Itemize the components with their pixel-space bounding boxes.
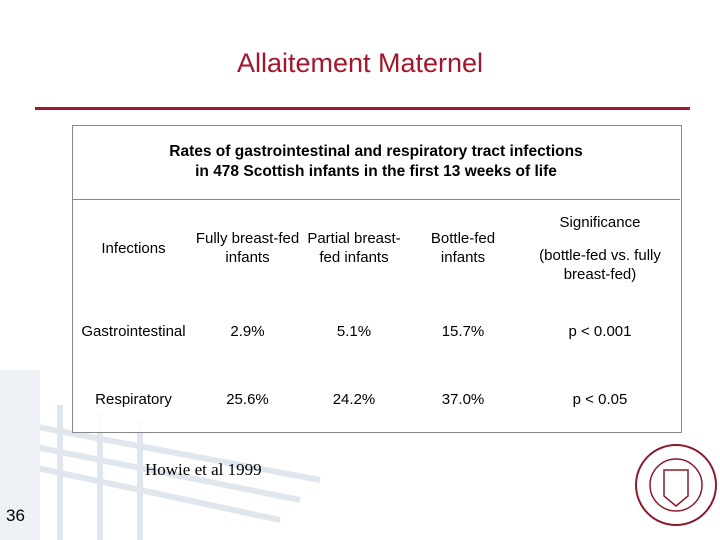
citation: Howie et al 1999 bbox=[145, 460, 262, 479]
table-row: Gastrointestinal 2.9% 5.1% 15.7% p < 0.0… bbox=[72, 296, 682, 366]
table-cell: 15.7% bbox=[441, 322, 485, 340]
column-header: Significance (bottle-fed vs. fully breas… bbox=[518, 200, 682, 296]
title-rule bbox=[35, 107, 690, 110]
column-header: Fully breast-fed infants bbox=[195, 230, 300, 266]
header-row: Infections Fully breast-fed infants Part… bbox=[72, 200, 682, 296]
column-header: Infections bbox=[101, 239, 166, 257]
slide-title: Allaitement Maternel bbox=[236, 48, 484, 78]
caption-line: Rates of gastrointestinal and respirator… bbox=[169, 143, 583, 160]
data-table: Infections Fully breast-fed infants Part… bbox=[72, 200, 682, 432]
row-label: Gastrointestinal bbox=[81, 322, 186, 340]
table-cell: 2.9% bbox=[230, 322, 265, 340]
row-label: Respiratory bbox=[95, 390, 172, 408]
column-header: Partial breast-fed infants bbox=[307, 230, 401, 266]
caption-line: in 478 Scottish infants in the first 13 … bbox=[195, 163, 557, 180]
column-header-line: Significance bbox=[559, 213, 641, 231]
table-cell: 5.1% bbox=[336, 322, 372, 340]
table-cell: p < 0.05 bbox=[572, 390, 628, 408]
column-header-line: (bottle-fed vs. fully breast-fed) bbox=[539, 246, 661, 283]
table-row: Respiratory 25.6% 24.2% 37.0% p < 0.05 bbox=[72, 366, 682, 432]
table-cell: p < 0.001 bbox=[568, 322, 632, 340]
table-cell: 37.0% bbox=[441, 390, 485, 408]
column-header: Bottle-fed infants bbox=[430, 230, 496, 266]
table-cell: 24.2% bbox=[332, 390, 376, 408]
university-seal bbox=[635, 444, 717, 526]
table-frame bbox=[72, 125, 682, 433]
table-cell: 25.6% bbox=[226, 390, 269, 408]
table-caption: Rates of gastrointestinal and respirator… bbox=[72, 125, 680, 200]
page-number: 36 bbox=[6, 506, 25, 525]
